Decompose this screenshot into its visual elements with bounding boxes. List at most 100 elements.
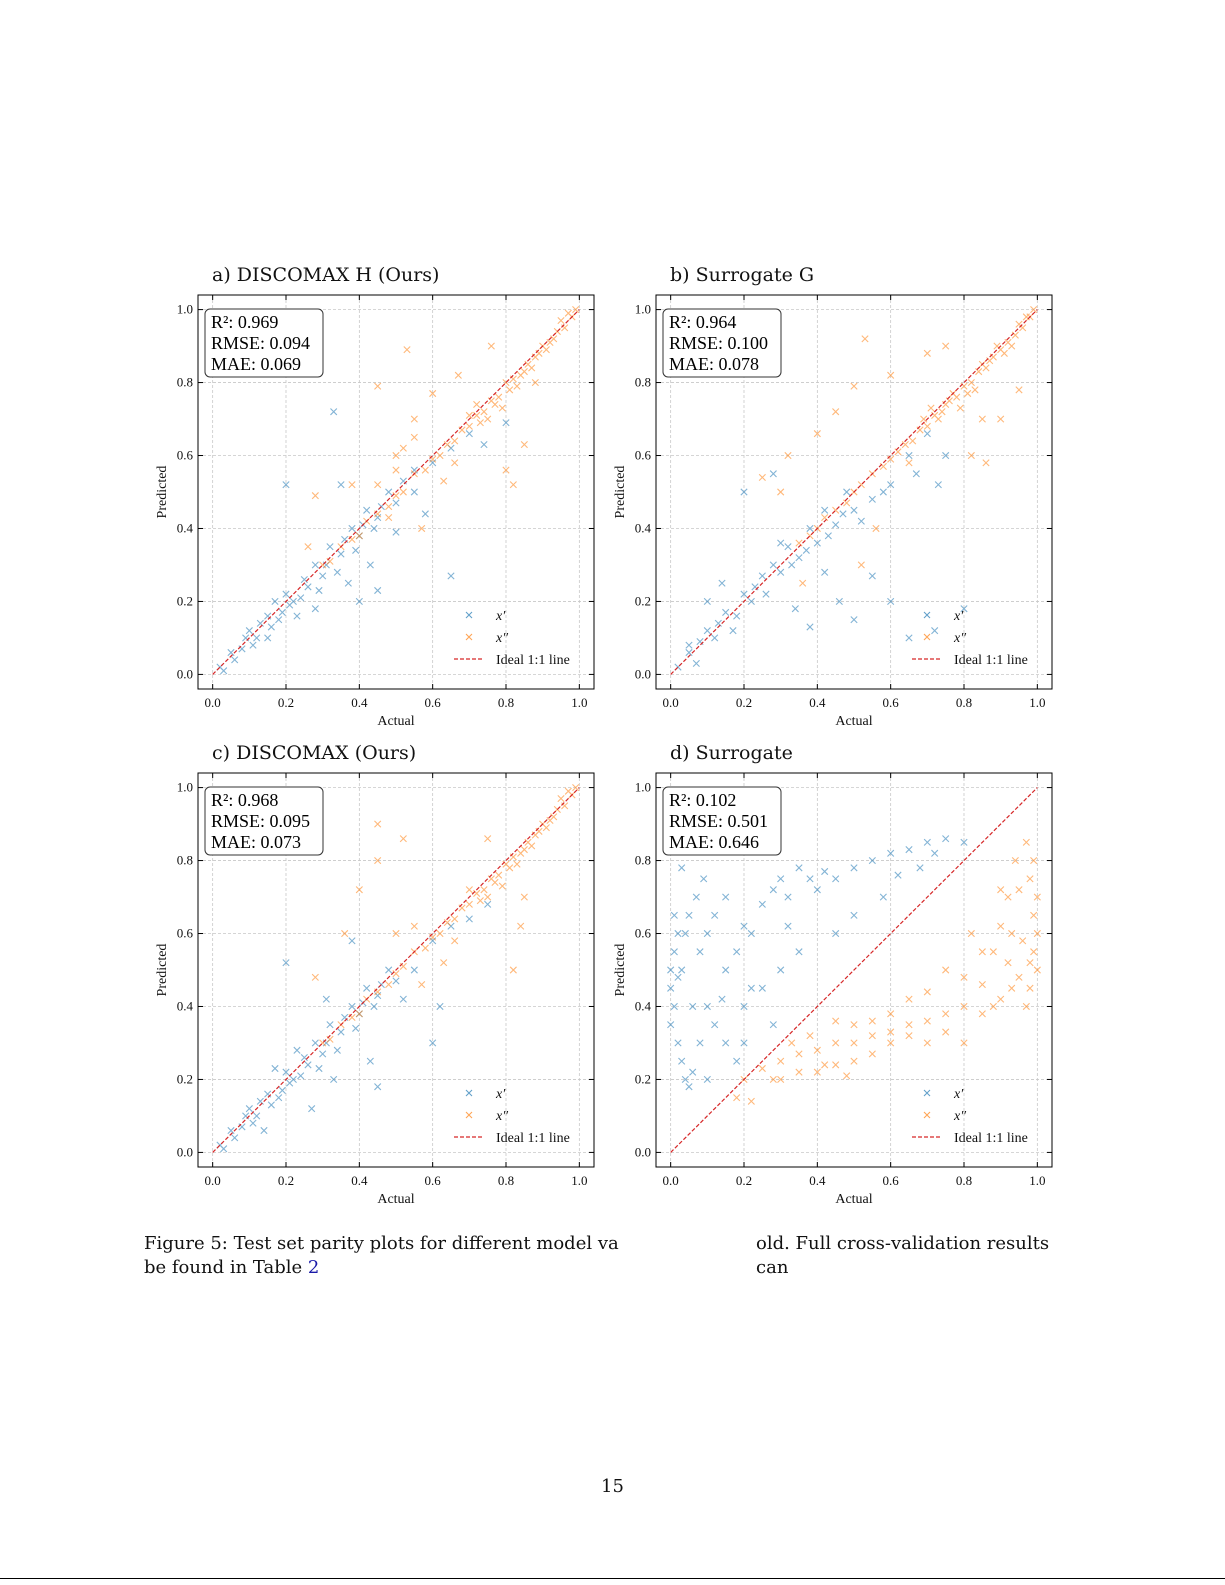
data-point: [788, 561, 796, 569]
table-reference-link[interactable]: 2: [307, 1257, 320, 1278]
data-point: [997, 415, 1005, 423]
data-point: [231, 656, 239, 664]
data-point: [333, 1046, 341, 1054]
data-point: [795, 1050, 803, 1058]
legend-marker: [923, 1089, 931, 1097]
data-point: [1008, 929, 1016, 938]
legend-marker: [465, 1111, 473, 1119]
data-point: [799, 579, 807, 587]
data-point: [476, 419, 484, 427]
y-tick-label: 0.2: [177, 593, 193, 608]
y-tick-label: 0.8: [635, 375, 651, 390]
data-point: [337, 550, 345, 558]
data-point: [399, 995, 407, 1003]
data-point: [333, 568, 341, 576]
data-point: [249, 641, 257, 649]
data-point: [934, 415, 942, 423]
x-tick-label: 0.6: [883, 695, 900, 710]
data-point: [392, 466, 400, 474]
data-point: [769, 1021, 777, 1029]
x-tick-label: 0.0: [205, 1173, 221, 1188]
data-point: [410, 488, 418, 496]
data-point: [887, 371, 895, 379]
data-point: [832, 929, 840, 938]
data-point: [982, 459, 990, 467]
data-point: [857, 561, 865, 569]
figure-panel-a: a) DISCOMAX H (Ours) 0.0 0.2 0.4 0.6 0.8 1.0 0…: [150, 264, 610, 730]
plot-frame: [197, 772, 595, 1168]
data-point: [681, 929, 689, 938]
data-point: [747, 984, 755, 992]
data-point: [905, 451, 913, 460]
data-point: [418, 524, 426, 533]
data-point: [480, 440, 488, 449]
caption-line-2: be found in Table 2: [144, 1256, 1079, 1280]
data-point: [348, 481, 356, 489]
data-point: [443, 918, 451, 927]
data-point: [850, 1021, 858, 1029]
data-point: [1026, 984, 1034, 992]
data-point: [304, 1061, 312, 1069]
legend-label: x″: [953, 1109, 966, 1124]
data-point: [769, 470, 777, 478]
data-point: [337, 481, 345, 489]
data-point: [843, 499, 851, 507]
data-point: [692, 893, 700, 901]
data-point: [297, 594, 305, 602]
x-tick-label: 1.0: [1029, 695, 1045, 710]
data-point: [711, 634, 719, 642]
data-point: [887, 849, 895, 857]
data-point: [473, 400, 481, 409]
data-point: [520, 440, 528, 449]
data-point: [931, 627, 939, 635]
data-point: [850, 911, 858, 919]
caption-text-left: Figure 5: Test set parity plots for diff…: [144, 1233, 619, 1254]
x-tick-label: 0.8: [956, 695, 972, 710]
x-tick-label: 1.0: [571, 1173, 587, 1188]
data-point: [454, 371, 462, 379]
data-point: [245, 627, 253, 635]
data-point: [374, 586, 382, 595]
data-point: [821, 506, 829, 514]
data-point: [322, 995, 330, 1003]
data-point: [267, 1101, 275, 1109]
data-point: [769, 561, 777, 569]
data-point: [971, 386, 979, 394]
stats-box: [204, 308, 324, 378]
data-point: [392, 492, 400, 500]
data-point: [495, 871, 503, 879]
data-point: [282, 1068, 290, 1076]
data-point: [703, 929, 711, 938]
data-point: [355, 532, 363, 540]
data-point: [777, 1075, 785, 1084]
data-point: [795, 864, 803, 872]
data-point: [520, 846, 528, 854]
data-point: [355, 1010, 363, 1018]
data-point: [1022, 838, 1030, 846]
data-point: [410, 922, 418, 930]
data-point: [385, 513, 393, 522]
data-point: [502, 419, 510, 427]
data-point: [832, 408, 840, 416]
x-tick-label: 0.4: [809, 1173, 826, 1188]
data-point: [960, 605, 968, 613]
data-point: [674, 929, 682, 938]
y-tick-label: 0.4: [635, 520, 652, 535]
data-point: [850, 506, 858, 514]
data-point: [960, 838, 968, 846]
data-point: [1026, 875, 1034, 883]
data-point: [733, 1057, 741, 1065]
data-point: [484, 415, 492, 423]
data-point: [674, 1039, 682, 1047]
data-point: [681, 1075, 689, 1084]
stats-box: [204, 786, 324, 856]
data-point: [451, 915, 459, 923]
legend-marker: [465, 611, 473, 619]
data-point: [967, 378, 975, 387]
data-point: [392, 929, 400, 938]
data-point: [769, 886, 777, 894]
data-point: [374, 382, 382, 390]
data-point: [465, 915, 473, 923]
ideal-line: [670, 309, 1038, 675]
data-point: [821, 867, 829, 876]
